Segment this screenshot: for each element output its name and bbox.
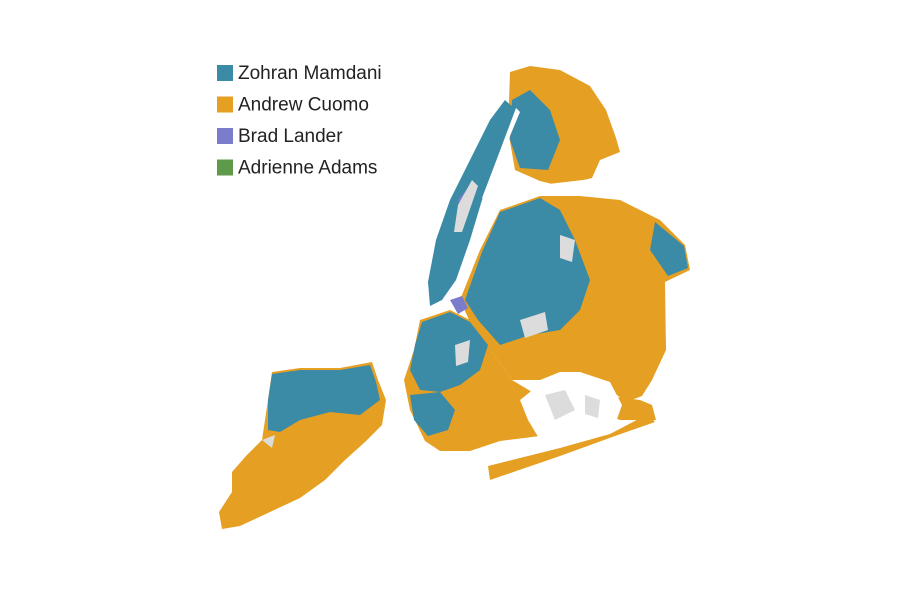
legend-swatch bbox=[217, 65, 233, 81]
brooklyn-patch bbox=[410, 392, 455, 436]
legend-label: Andrew Cuomo bbox=[238, 95, 369, 116]
rockaway bbox=[488, 414, 655, 480]
queens-west bbox=[465, 198, 590, 345]
park bbox=[545, 390, 575, 420]
legend-label: Adrienne Adams bbox=[238, 158, 377, 179]
park bbox=[585, 395, 600, 418]
river bbox=[540, 178, 615, 192]
legend-swatch bbox=[217, 128, 233, 144]
park bbox=[560, 235, 575, 262]
brooklyn-north bbox=[410, 312, 488, 392]
lander-area bbox=[450, 296, 468, 314]
park bbox=[454, 180, 478, 232]
river bbox=[482, 108, 520, 200]
legend: Zohran Mamdani Andrew Cuomo Brad Lander Adr… bbox=[217, 63, 382, 179]
map-regions bbox=[219, 66, 690, 529]
bronx-west bbox=[510, 90, 560, 170]
park bbox=[262, 435, 275, 448]
park bbox=[455, 340, 470, 366]
park bbox=[520, 312, 548, 338]
legend-label: Brad Lander bbox=[238, 126, 343, 147]
legend-label: Zohran Mamdani bbox=[238, 63, 382, 84]
staten-north bbox=[268, 365, 380, 432]
legend-swatch bbox=[217, 159, 233, 176]
queens-east-strip bbox=[650, 222, 688, 276]
legend-swatch bbox=[217, 96, 233, 113]
